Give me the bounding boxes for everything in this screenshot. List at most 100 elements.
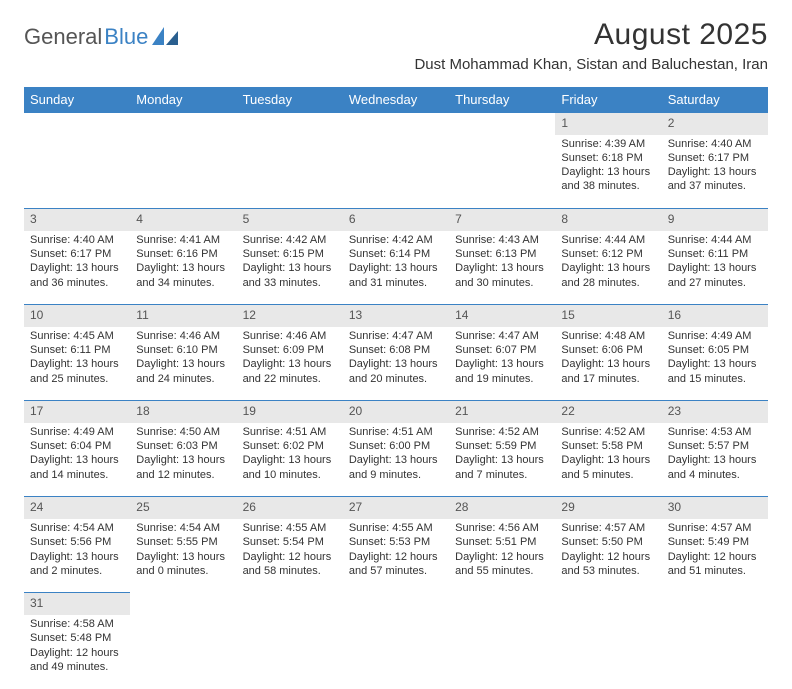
day-detail-line: Sunrise: 4:52 AM <box>455 425 549 439</box>
day-number-row: 24252627282930 <box>24 497 768 519</box>
day-detail-line: and 27 minutes. <box>668 276 762 290</box>
day-detail-row: Sunrise: 4:40 AMSunset: 6:17 PMDaylight:… <box>24 231 768 305</box>
day-detail-line: Sunset: 5:54 PM <box>243 535 337 549</box>
day-number-cell: 12 <box>237 305 343 327</box>
day-detail-line: Sunrise: 4:57 AM <box>668 521 762 535</box>
day-detail-line: Sunrise: 4:49 AM <box>668 329 762 343</box>
day-detail-line: and 9 minutes. <box>349 468 443 482</box>
day-number-row: 17181920212223 <box>24 401 768 423</box>
day-detail-line: Daylight: 12 hours <box>30 646 124 660</box>
day-number-cell: 17 <box>24 401 130 423</box>
day-detail-line: Sunrise: 4:54 AM <box>30 521 124 535</box>
day-detail-line: Daylight: 13 hours <box>136 550 230 564</box>
day-detail-line: Daylight: 13 hours <box>243 357 337 371</box>
day-detail-cell: Sunrise: 4:56 AMSunset: 5:51 PMDaylight:… <box>449 519 555 593</box>
column-header: Thursday <box>449 87 555 113</box>
day-detail-line: Sunset: 5:49 PM <box>668 535 762 549</box>
day-detail-line: Sunset: 5:57 PM <box>668 439 762 453</box>
day-detail-line: Sunrise: 4:52 AM <box>561 425 655 439</box>
day-detail-line: Sunrise: 4:43 AM <box>455 233 549 247</box>
day-detail-line: Sunset: 5:48 PM <box>30 631 124 645</box>
day-detail-line: Sunset: 5:55 PM <box>136 535 230 549</box>
day-number-cell <box>24 113 130 135</box>
day-detail-line: Sunrise: 4:46 AM <box>243 329 337 343</box>
day-detail-cell <box>449 135 555 209</box>
day-detail-row: Sunrise: 4:58 AMSunset: 5:48 PMDaylight:… <box>24 615 768 689</box>
day-detail-line: and 53 minutes. <box>561 564 655 578</box>
day-detail-line: Sunrise: 4:45 AM <box>30 329 124 343</box>
column-header: Saturday <box>662 87 768 113</box>
day-detail-line: Sunset: 6:18 PM <box>561 151 655 165</box>
day-detail-line: and 0 minutes. <box>136 564 230 578</box>
column-header: Monday <box>130 87 236 113</box>
day-number-cell: 25 <box>130 497 236 519</box>
day-detail-row: Sunrise: 4:39 AMSunset: 6:18 PM Daylight:… <box>24 135 768 209</box>
day-detail-line: Daylight: 13 hours <box>136 357 230 371</box>
day-detail-cell: Sunrise: 4:49 AMSunset: 6:05 PMDaylight:… <box>662 327 768 401</box>
day-detail-line: Daylight: 13 hours <box>668 357 762 371</box>
day-detail-line: Sunset: 6:13 PM <box>455 247 549 261</box>
day-detail-line: Sunrise: 4:58 AM <box>30 617 124 631</box>
day-detail-cell: Sunrise: 4:53 AMSunset: 5:57 PMDaylight:… <box>662 423 768 497</box>
day-detail-cell: Sunrise: 4:50 AMSunset: 6:03 PMDaylight:… <box>130 423 236 497</box>
day-detail-cell: Sunrise: 4:41 AMSunset: 6:16 PMDaylight:… <box>130 231 236 305</box>
day-detail-line: and 36 minutes. <box>30 276 124 290</box>
day-detail-line: and 51 minutes. <box>668 564 762 578</box>
day-detail-line: and 28 minutes. <box>561 276 655 290</box>
day-detail-cell <box>449 615 555 689</box>
day-detail-cell <box>343 135 449 209</box>
day-detail-cell <box>662 615 768 689</box>
day-detail-line: Sunset: 5:58 PM <box>561 439 655 453</box>
day-detail-line: Sunrise: 4:41 AM <box>136 233 230 247</box>
day-detail-cell: Sunrise: 4:46 AMSunset: 6:10 PMDaylight:… <box>130 327 236 401</box>
day-detail-cell: Sunrise: 4:52 AMSunset: 5:59 PMDaylight:… <box>449 423 555 497</box>
day-detail-line: Sunrise: 4:51 AM <box>349 425 443 439</box>
day-number-cell: 20 <box>343 401 449 423</box>
day-detail-cell: Sunrise: 4:58 AMSunset: 5:48 PMDaylight:… <box>24 615 130 689</box>
day-detail-line: and 37 minutes. <box>668 179 762 193</box>
location-subtitle: Dust Mohammad Khan, Sistan and Baluchest… <box>414 56 768 73</box>
day-detail-cell: Sunrise: 4:40 AMSunset: 6:17 PMDaylight:… <box>24 231 130 305</box>
day-number-cell: 5 <box>237 209 343 231</box>
day-detail-line: and 58 minutes. <box>243 564 337 578</box>
day-detail-line: and 55 minutes. <box>455 564 549 578</box>
day-detail-line: Sunset: 6:06 PM <box>561 343 655 357</box>
column-header: Tuesday <box>237 87 343 113</box>
day-detail-line: Sunrise: 4:57 AM <box>561 521 655 535</box>
day-detail-line: Sunrise: 4:42 AM <box>243 233 337 247</box>
day-number-cell: 28 <box>449 497 555 519</box>
calendar-header-row: SundayMondayTuesdayWednesdayThursdayFrid… <box>24 87 768 113</box>
day-detail-cell <box>24 135 130 209</box>
day-detail-cell: Sunrise: 4:43 AMSunset: 6:13 PMDaylight:… <box>449 231 555 305</box>
day-detail-cell <box>237 615 343 689</box>
day-detail-line: Sunset: 6:11 PM <box>668 247 762 261</box>
day-detail-line: Sunset: 5:59 PM <box>455 439 549 453</box>
day-number-cell: 26 <box>237 497 343 519</box>
day-number-cell: 7 <box>449 209 555 231</box>
day-detail-line: and 10 minutes. <box>243 468 337 482</box>
day-detail-line: Sunrise: 4:54 AM <box>136 521 230 535</box>
day-number-row: 10111213141516 <box>24 305 768 327</box>
day-detail-line: Daylight: 13 hours <box>668 453 762 467</box>
day-detail-line: and 30 minutes. <box>455 276 549 290</box>
day-detail-cell: Sunrise: 4:49 AMSunset: 6:04 PMDaylight:… <box>24 423 130 497</box>
day-number-cell: 16 <box>662 305 768 327</box>
day-detail-line: Sunset: 6:04 PM <box>30 439 124 453</box>
day-detail-line: Daylight: 13 hours <box>561 357 655 371</box>
day-detail-line: and 19 minutes. <box>455 372 549 386</box>
day-detail-line: and 38 minutes. <box>561 179 655 193</box>
day-detail-cell <box>555 615 661 689</box>
day-detail-line: Daylight: 12 hours <box>243 550 337 564</box>
day-detail-line: and 20 minutes. <box>349 372 443 386</box>
day-detail-line: and 57 minutes. <box>349 564 443 578</box>
page-header: GeneralBlue August 2025 Dust Mohammad Kh… <box>0 0 792 79</box>
day-detail-line: Sunrise: 4:39 AM <box>561 137 655 151</box>
day-detail-line: Daylight: 13 hours <box>668 165 762 179</box>
day-detail-line: Sunrise: 4:46 AM <box>136 329 230 343</box>
day-detail-line: Daylight: 13 hours <box>455 261 549 275</box>
day-detail-cell <box>130 135 236 209</box>
day-number-cell: 15 <box>555 305 661 327</box>
day-detail-line: Sunset: 5:50 PM <box>561 535 655 549</box>
day-detail-line: Daylight: 13 hours <box>136 453 230 467</box>
day-detail-cell: Sunrise: 4:44 AMSunset: 6:11 PMDaylight:… <box>662 231 768 305</box>
